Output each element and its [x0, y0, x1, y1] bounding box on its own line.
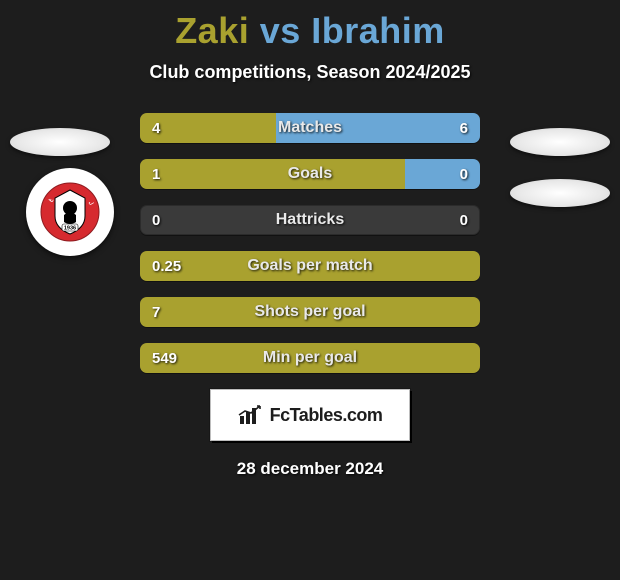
footer-date: 28 december 2024 — [0, 459, 620, 479]
stat-bar-right — [276, 113, 480, 143]
source-text: FcTables.com — [270, 405, 383, 426]
avatar-placeholder-right-1 — [510, 128, 610, 156]
bar-chart-icon — [238, 404, 264, 426]
stat-row: Goals per match0.25 — [140, 251, 480, 281]
avatar-placeholder-left — [10, 128, 110, 156]
page-title: Zaki vs Ibrahim — [0, 0, 620, 52]
club-crest-icon: 1936 غ ل — [40, 182, 100, 242]
stat-bar-left — [140, 343, 480, 373]
source-badge: FcTables.com — [210, 389, 410, 441]
stat-bar-left — [140, 297, 480, 327]
stat-bar-left — [140, 113, 276, 143]
title-left-name: Zaki — [175, 10, 249, 51]
svg-text:1936: 1936 — [64, 226, 76, 232]
club-badge-inner: 1936 غ ل — [35, 177, 105, 247]
stat-row: Matches46 — [140, 113, 480, 143]
subtitle: Club competitions, Season 2024/2025 — [0, 62, 620, 83]
title-right-name: Ibrahim — [311, 10, 445, 51]
stat-row: Shots per goal7 — [140, 297, 480, 327]
stat-row: Goals10 — [140, 159, 480, 189]
stat-bar-right — [405, 159, 480, 189]
stat-row: Min per goal549 — [140, 343, 480, 373]
avatar-placeholder-right-2 — [510, 179, 610, 207]
comparison-content: 1936 غ ل Matches46 Goals10 Hattricks00 Goal… — [0, 113, 620, 479]
stat-bar-left — [140, 159, 405, 189]
club-badge: 1936 غ ل — [26, 168, 114, 256]
stat-row: Hattricks00 — [140, 205, 480, 235]
stat-bars: Matches46 Goals10 Hattricks00 Goals per mat… — [140, 113, 480, 373]
title-vs: vs — [249, 10, 311, 51]
stat-bar-left — [140, 251, 480, 281]
